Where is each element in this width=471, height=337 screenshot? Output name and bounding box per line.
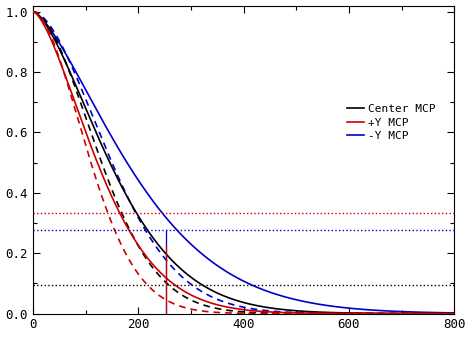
Legend: Center MCP, +Y MCP, -Y MCP: Center MCP, +Y MCP, -Y MCP [343,100,440,145]
